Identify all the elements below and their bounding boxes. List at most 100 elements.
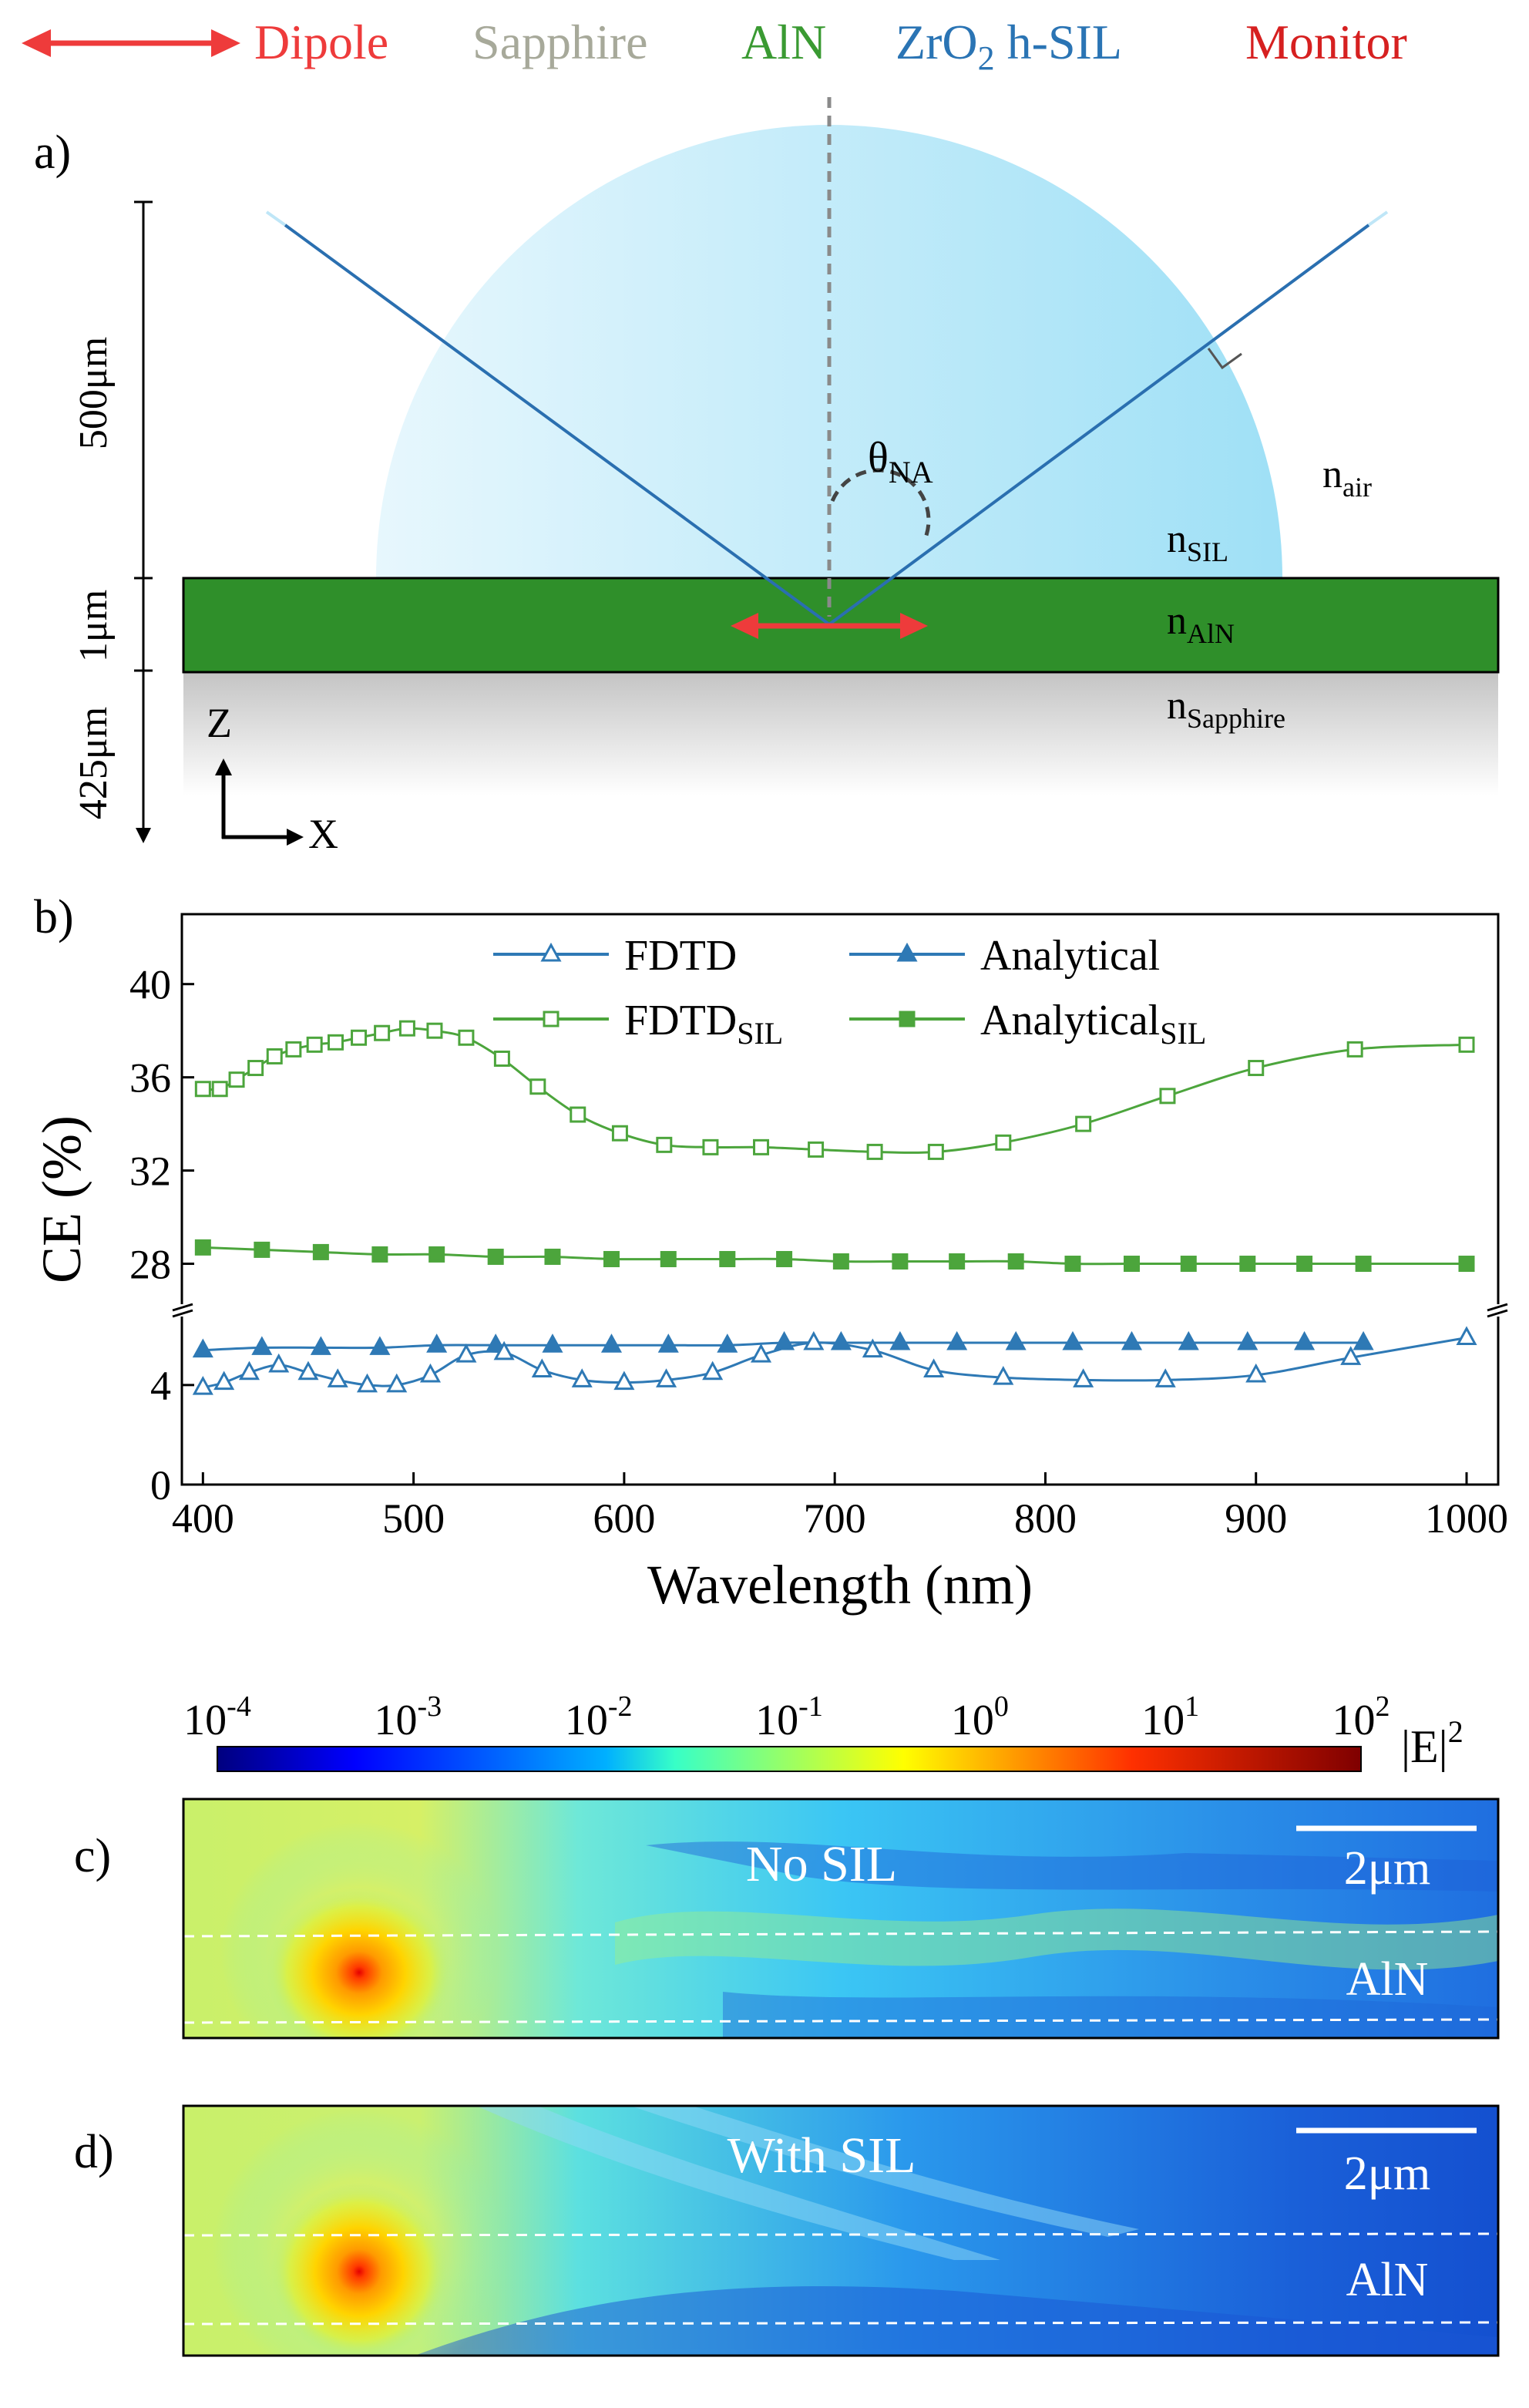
data-point	[327, 1034, 344, 1051]
panel-c-title: No SIL	[746, 1836, 897, 1892]
data-point	[487, 1248, 504, 1265]
y-tick-label: 32	[129, 1149, 171, 1195]
top-legend: Dipole Sapphire AlN ZrO2 h-SIL Monitor	[22, 15, 1407, 77]
data-point	[531, 1358, 553, 1377]
data-point	[808, 1141, 825, 1158]
data-point	[529, 1078, 546, 1095]
data-point	[1456, 1326, 1477, 1346]
coordinate-axes-icon	[215, 758, 304, 846]
panel-c-layer: AlN	[1346, 1953, 1429, 2006]
colorbar: 10-4 10-3 10-2 10-1 100 101 102 |E|2	[183, 1690, 1463, 1772]
dipole-arrow-icon	[22, 29, 240, 57]
data-point	[803, 1330, 825, 1350]
legend-sil: ZrO2 h-SIL	[896, 15, 1122, 77]
dipole-icon	[731, 613, 928, 639]
data-point	[613, 1370, 635, 1391]
field-map-c	[183, 1799, 1498, 2038]
plot-frame	[180, 913, 1500, 1486]
legend-dipole: Dipole	[254, 15, 388, 69]
data-point	[571, 1368, 593, 1387]
panel-a: a) 500μm 1μm 425μm θNA	[34, 97, 1500, 857]
data-point	[1237, 1330, 1258, 1350]
colorbar-ticks: 10-4 10-3 10-2 10-1 100 101 102	[183, 1690, 1390, 1744]
theta-na-label: θNA	[868, 434, 933, 489]
data-point	[892, 1253, 909, 1270]
data-point	[753, 1138, 770, 1155]
legend-fdtd-label: FDTD	[624, 932, 737, 980]
data-point	[351, 1029, 368, 1046]
data-point	[238, 1360, 260, 1381]
data-point	[458, 1029, 475, 1046]
panel-b: b) 400 500 600 700 800 900 1000 0 4 28 32 36 40 Wav…	[31, 891, 1508, 1616]
data-point	[656, 1136, 673, 1153]
data-point	[306, 1036, 323, 1053]
data-point	[327, 1368, 348, 1387]
data-point	[750, 1343, 772, 1363]
data-point	[285, 1041, 302, 1058]
data-point	[866, 1143, 883, 1160]
colorbar-tick-label: 101	[1141, 1690, 1199, 1744]
aln-bottom-boundary	[183, 2321, 1498, 2326]
axis-break	[172, 1303, 1508, 1318]
data-point	[1154, 1368, 1176, 1387]
aln-top-boundary	[183, 1930, 1498, 1938]
dimension-line	[134, 200, 153, 843]
x-tick-label: 700	[804, 1495, 866, 1542]
legend-aln: AlN	[741, 15, 826, 69]
axis-x-label: X	[308, 811, 338, 857]
data-point	[1294, 1330, 1316, 1350]
theta-arc	[830, 468, 931, 540]
data-point	[268, 1353, 290, 1373]
data-point	[1180, 1256, 1197, 1273]
data-point	[544, 1248, 561, 1265]
panel-d-title: With SIL	[728, 2127, 916, 2184]
data-point	[312, 1243, 329, 1260]
data-point	[1458, 1256, 1475, 1273]
na-rays	[265, 210, 1389, 626]
data-point	[1005, 1330, 1027, 1350]
sil-dome	[376, 125, 1282, 578]
data-point	[542, 1333, 563, 1353]
data-point	[266, 1048, 283, 1064]
data-point	[192, 1375, 213, 1395]
legend-monitor: Monitor	[1245, 15, 1407, 69]
data-point	[600, 1333, 623, 1353]
data-point	[1062, 1330, 1084, 1350]
colorbar-quantity: |E|2	[1401, 1714, 1463, 1772]
data-point	[927, 1143, 944, 1160]
data-point	[251, 1336, 273, 1355]
x-tick-label: 400	[172, 1495, 234, 1542]
series-line	[203, 1027, 1467, 1154]
y-ticks: 0 4 28 32 36 40	[129, 962, 194, 1508]
data-point	[702, 1138, 719, 1155]
data-point	[428, 1246, 445, 1263]
series-analytical-sil	[194, 1239, 1475, 1273]
data-point	[993, 1366, 1014, 1385]
panel-d-layer: AlN	[1346, 2254, 1429, 2306]
colorbar-tick-label: 10-3	[375, 1690, 442, 1744]
data-point	[830, 1330, 852, 1350]
series-fdtd	[192, 1326, 1477, 1395]
scale-bar-d-label: 2μm	[1344, 2147, 1430, 2200]
legend-fdtd-sil-label: FDTDSIL	[624, 997, 783, 1051]
data-point	[386, 1373, 408, 1393]
data-point	[717, 1333, 738, 1353]
data-point	[1178, 1330, 1199, 1350]
data-point	[995, 1134, 1012, 1151]
x-ticks: 400 500 600 700 800 900 1000	[172, 1472, 1508, 1542]
panel-d: d) With SIL 2μm AlN	[74, 2104, 1500, 2357]
x-tick-label: 800	[1014, 1495, 1077, 1542]
data-point	[776, 1250, 793, 1267]
data-point	[1245, 1363, 1267, 1383]
scale-bar-c-label: 2μm	[1344, 1842, 1430, 1895]
data-point	[211, 1081, 228, 1098]
data-point	[570, 1106, 586, 1123]
data-point	[1159, 1088, 1176, 1105]
n-sapphire-label: nSapphire	[1167, 684, 1285, 734]
panel-b-label: b)	[34, 891, 74, 943]
data-point	[611, 1125, 628, 1142]
n-air-label: nair	[1322, 452, 1372, 503]
x-tick-label: 900	[1225, 1495, 1287, 1542]
data-point	[1123, 1256, 1140, 1273]
